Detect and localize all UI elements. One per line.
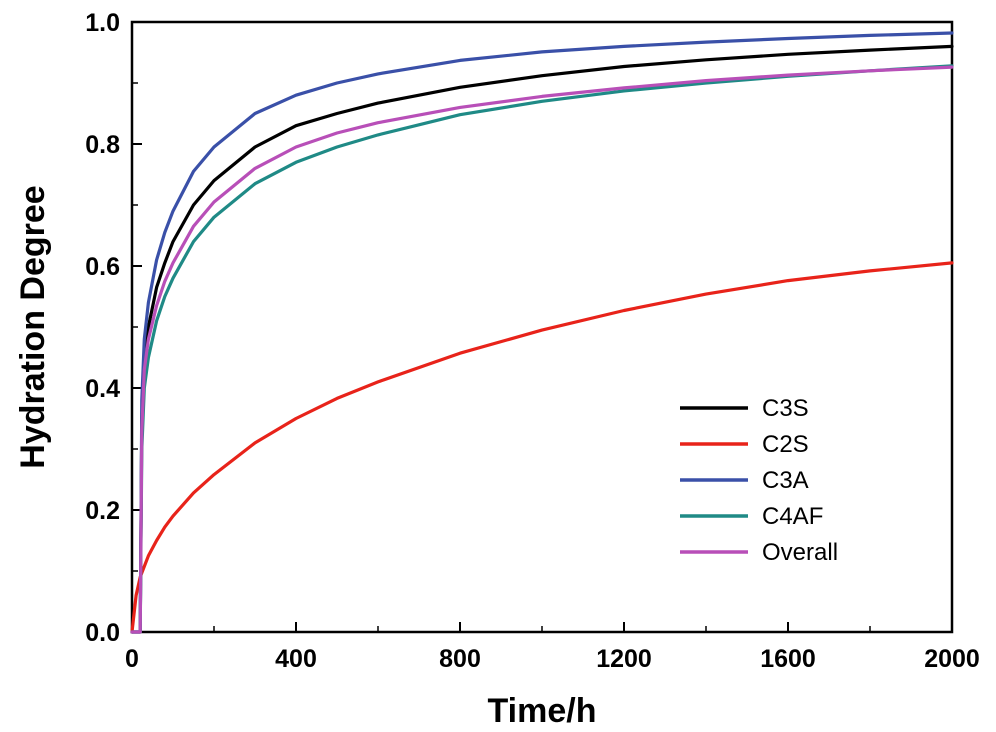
series-line-c4af — [130, 64, 954, 634]
series-line-c3s — [130, 44, 954, 634]
series-line-c3a — [130, 31, 954, 634]
series-lines — [130, 31, 954, 634]
legend-label-c4af: C4AF — [762, 503, 823, 530]
axis-ticks: 0 400 800 1200 1600 2000 0.0 0.2 0.4 0.6 0.8 1.0 — [85, 9, 980, 673]
legend-label-c3a: C3A — [762, 467, 809, 494]
x-tick-label: 2000 — [924, 645, 980, 673]
x-tick-label: 800 — [439, 645, 481, 673]
y-tick-label: 0.6 — [85, 253, 120, 281]
x-axis-title: Time/h — [488, 692, 597, 730]
series-line-overall — [130, 65, 954, 634]
y-tick-label: 0.2 — [85, 497, 120, 525]
x-tick-label: 400 — [275, 645, 317, 673]
y-tick-label: 0.4 — [85, 375, 120, 403]
y-tick-label: 1.0 — [85, 9, 120, 37]
y-tick-label: 0.8 — [85, 131, 120, 159]
y-tick-label: 0.0 — [85, 619, 120, 647]
x-tick-label: 1600 — [760, 645, 816, 673]
legend-label-overall: Overall — [762, 539, 838, 566]
x-tick-label: 1200 — [596, 645, 652, 673]
legend-label-c3s: C3S — [762, 395, 809, 422]
legend-label-c2s: C2S — [762, 431, 809, 458]
x-tick-label: 0 — [125, 645, 139, 673]
legend: C3S C2S C3A C4AF Overall — [680, 395, 838, 566]
y-axis-title: Hydration Degree — [14, 185, 52, 468]
series-line-c2s — [130, 261, 954, 634]
